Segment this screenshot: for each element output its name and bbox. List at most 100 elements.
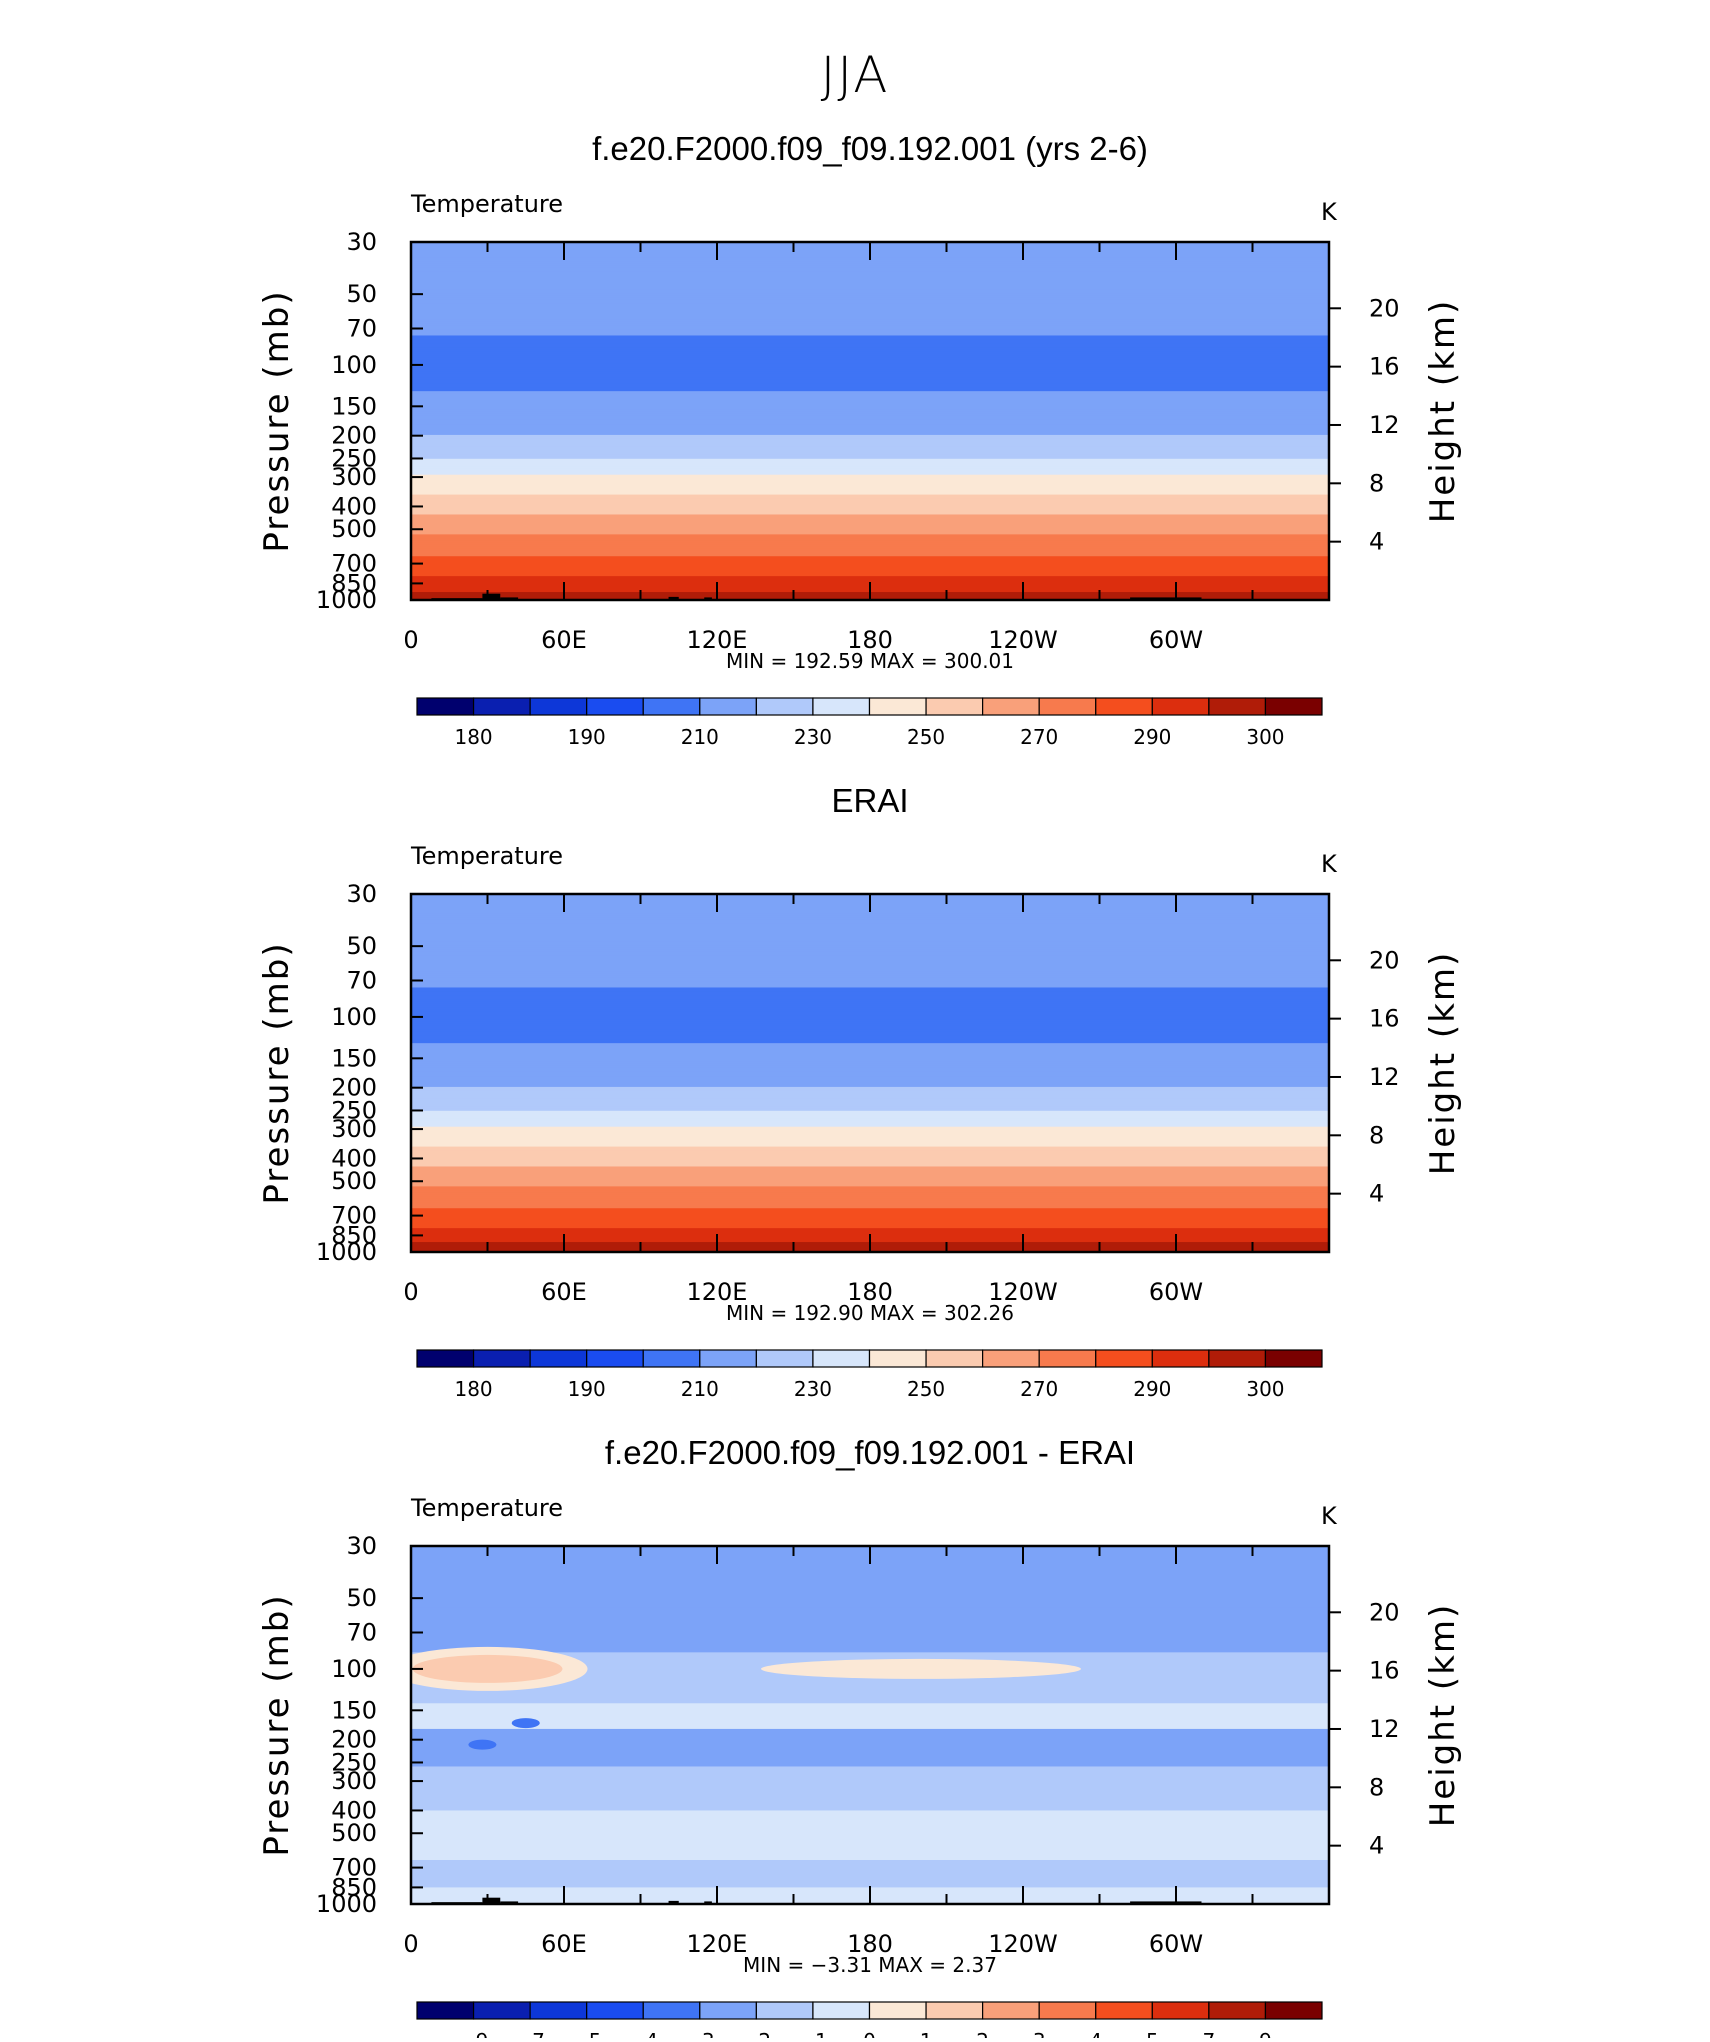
contour-band: [411, 1059, 1329, 1062]
contour-band: [411, 1126, 1329, 1130]
contour-band: [411, 546, 1329, 549]
contour-band: [411, 911, 1329, 915]
contour-band: [411, 1176, 1329, 1180]
x-tick-label: 120W: [988, 626, 1058, 654]
colorbar-swatch: [1095, 2001, 1153, 2020]
y2-tick-label: 16: [1369, 1657, 1400, 1685]
contour-band: [411, 1810, 1329, 1861]
y-tick-label: 850: [331, 1873, 377, 1901]
contour-band: [411, 419, 1329, 422]
contour-band: [411, 1134, 1329, 1138]
y-axis-label: Pressure (mb): [257, 289, 297, 552]
land-block: [1130, 597, 1202, 600]
contour-band: [411, 1104, 1329, 1108]
contour-band: [411, 1112, 1329, 1116]
land-block: [668, 1900, 679, 1904]
contour-band: [411, 397, 1329, 400]
colorbar-swatch: [1095, 1349, 1153, 1368]
colorbar-label: 230: [794, 725, 832, 749]
contour-band: [411, 1043, 1329, 1046]
colorbar-swatch: [812, 697, 871, 716]
y2-tick-label: 20: [1369, 294, 1400, 322]
colorbar-label: 180: [454, 1377, 492, 1401]
contour-band: [411, 490, 1329, 494]
colorbar-swatch: [529, 2001, 588, 2020]
colorbar-label: 9: [1259, 2029, 1272, 2038]
contour-band: [411, 422, 1329, 426]
y-tick-label: 150: [331, 392, 377, 420]
contour-band: [411, 1152, 1329, 1156]
contour-band: [411, 1084, 1329, 1088]
contour-band: [411, 1198, 1329, 1201]
contour-band: [411, 1074, 1329, 1078]
colorbar-swatch: [982, 2001, 1040, 2020]
colorbar-swatch: [642, 697, 701, 716]
contour-band: [411, 1148, 1329, 1152]
colorbar-swatch: [529, 1349, 588, 1368]
colorbar-swatch: [1038, 1349, 1097, 1368]
colorbar-swatch: [925, 2001, 984, 2020]
contour-band: [411, 1063, 1329, 1066]
x-tick-label: 60W: [1149, 626, 1203, 654]
contour-band: [411, 488, 1329, 492]
y-tick-label: 700: [331, 1202, 377, 1230]
contour-band: [411, 345, 1329, 349]
contour-band: [411, 323, 1329, 327]
y2-tick-label: 20: [1369, 1598, 1400, 1626]
contour-band: [411, 277, 1329, 281]
colorbar-label: −9: [459, 2029, 488, 2038]
y2-tick-label: 8: [1369, 1121, 1384, 1149]
contour-band: [411, 351, 1329, 354]
contour-band: [411, 1178, 1329, 1181]
contour-band: [411, 307, 1329, 311]
contour-band: [411, 424, 1329, 428]
contour-band: [411, 363, 1329, 366]
contour-band: [411, 1140, 1329, 1144]
contour-band: [411, 367, 1329, 370]
y2-tick-label: 20: [1369, 946, 1400, 974]
contour-band: [411, 317, 1329, 321]
panel-title: f.e20.F2000.f09_f09.192.001 - ERAI: [605, 1434, 1135, 1471]
contour-band: [411, 1728, 1329, 1768]
contour-band: [411, 967, 1329, 971]
colorbar-label: 290: [1133, 725, 1171, 749]
y-tick-label: 200: [331, 422, 377, 450]
contour-band: [411, 937, 1329, 941]
x-tick-label: 120W: [988, 1278, 1058, 1306]
colorbar-label: 3: [1033, 2029, 1046, 2038]
y-tick-label: 850: [331, 569, 377, 597]
colorbar-label: 270: [1020, 725, 1058, 749]
colorbar-swatch: [1151, 2001, 1210, 2020]
y-tick-label: 70: [346, 315, 377, 343]
contour-band: [411, 313, 1329, 317]
contour-band: [411, 1076, 1329, 1080]
contour-band: [411, 494, 1329, 498]
contour-band: [411, 526, 1329, 529]
y2-axis-label: Height (km): [1423, 299, 1463, 524]
contour-band: [411, 496, 1329, 500]
contour-band: [411, 1009, 1329, 1012]
contour-band: [411, 502, 1329, 506]
contour-band: [411, 430, 1329, 434]
colorbar-label: 270: [1020, 1377, 1058, 1401]
contour-band: [411, 1090, 1329, 1094]
colorbar-label: −1: [798, 2029, 827, 2038]
contour-band: [411, 552, 1329, 555]
contour-feature: [761, 1658, 1081, 1679]
contour-band: [411, 321, 1329, 325]
x-tick-label: 120E: [687, 1930, 748, 1958]
contour-band: [411, 349, 1329, 352]
colorbar-swatch: [868, 1349, 927, 1368]
contour-band: [411, 421, 1329, 424]
units-label: K: [1321, 850, 1338, 878]
y-tick-label: 300: [331, 1115, 377, 1143]
contour-band: [411, 377, 1329, 380]
contour-band: [411, 1033, 1329, 1036]
y2-tick-label: 8: [1369, 469, 1384, 497]
contour-band: [411, 357, 1329, 360]
colorbar-swatch: [699, 1349, 757, 1368]
contour-band: [411, 468, 1329, 472]
colorbar-swatch: [1095, 697, 1153, 716]
contour-band: [411, 538, 1329, 541]
